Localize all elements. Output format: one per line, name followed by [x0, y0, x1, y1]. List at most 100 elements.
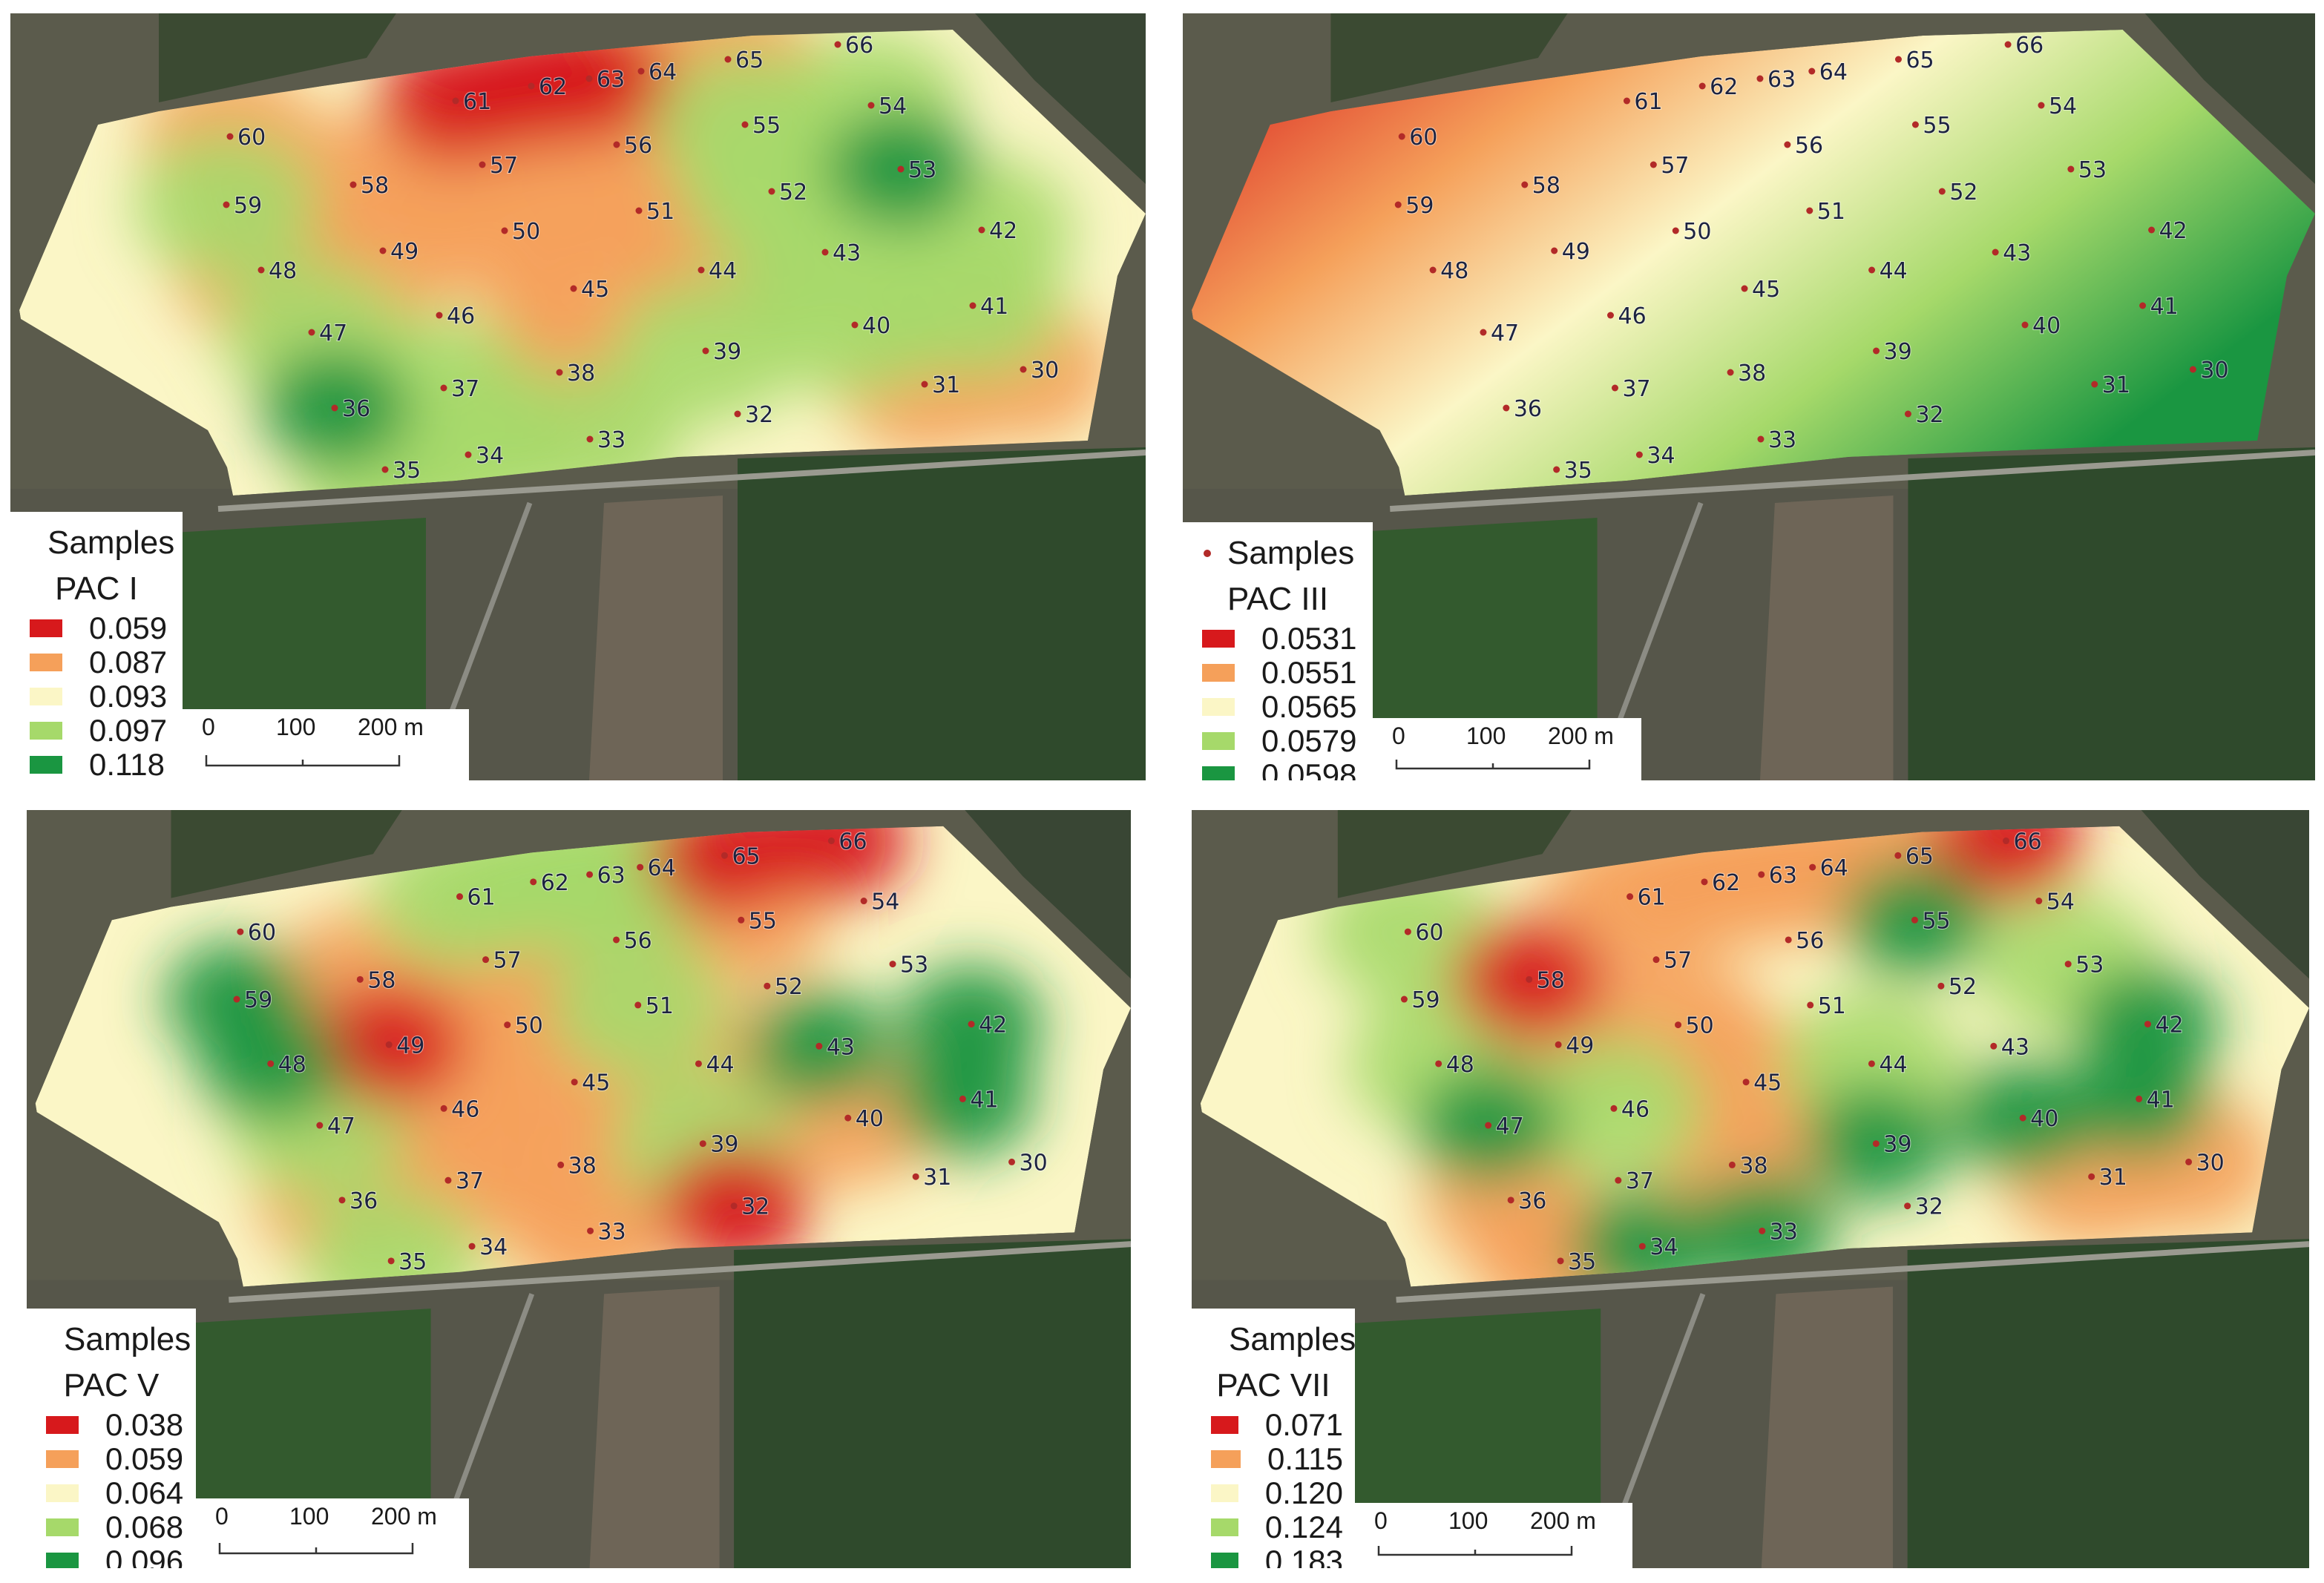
sample-label: 58 [361, 173, 389, 199]
sample-point: 50 [1675, 1013, 1715, 1040]
sample-label: 47 [327, 1113, 355, 1139]
sample-point: 34 [468, 1234, 508, 1261]
sample-dot [613, 141, 620, 148]
sample-dot [2148, 226, 2156, 234]
sample-label: 55 [1923, 113, 1951, 139]
sample-dot [587, 1227, 594, 1234]
sample-label: 49 [1566, 1033, 1594, 1059]
sample-label: 37 [1626, 1168, 1654, 1194]
sample-point: 54 [2038, 93, 2078, 120]
sample-point: 57 [479, 152, 519, 180]
sample-dot [1785, 936, 1792, 944]
sample-points: 30 31 32 33 34 35 36 37 38 39 40 41 42 43 44 45 46 47 48 49… [1400, 829, 2225, 1276]
sample-label: 31 [932, 372, 960, 398]
sample-dot [1911, 916, 1918, 924]
sample-dot [586, 435, 594, 443]
sample-dot [356, 975, 364, 983]
sample-dot [969, 302, 976, 309]
sample-label: 36 [342, 396, 370, 422]
sample-point: 59 [1400, 987, 1441, 1014]
sample-label: 63 [597, 67, 625, 93]
swatch-red [46, 1416, 79, 1434]
sample-dot [699, 1140, 706, 1148]
legend-samples-row: Samples [1195, 533, 1361, 574]
sample-dot [452, 97, 459, 105]
sample-point: 38 [1728, 1152, 1769, 1179]
sample-label: 43 [833, 240, 861, 266]
sample-label: 61 [467, 885, 496, 911]
sample-point: 58 [356, 967, 397, 994]
sample-point: 63 [1756, 66, 1796, 93]
sample-dot [730, 1202, 738, 1210]
sample-dot [1937, 982, 1945, 990]
legend-title: PAC III [1227, 581, 1329, 617]
sample-point: 43 [1992, 240, 2032, 267]
sample-point: 47 [1480, 320, 1520, 347]
sample-point: 58 [1526, 967, 1566, 994]
sample-point: 41 [2139, 293, 2179, 320]
sample-label: 52 [775, 974, 803, 1000]
sample-point: 47 [316, 1113, 356, 1140]
scale-tick-100: 100 [276, 714, 316, 740]
class-label: 0.068 [105, 1510, 184, 1544]
sample-point: 64 [637, 855, 677, 882]
sample-point: 40 [844, 1105, 884, 1133]
sample-label: 60 [1415, 920, 1443, 946]
sample-dot [1904, 410, 1911, 418]
sample-label: 46 [1618, 303, 1646, 329]
map-panel-pac-vii: 30 31 32 33 34 35 36 37 38 39 40 41 42 43 44 45 46 47 48 49… [1192, 810, 2309, 1568]
legend-class: 0.115 [1204, 1442, 1343, 1476]
legend-title: PAC I [55, 570, 138, 607]
sample-label: 46 [451, 1096, 479, 1122]
sample-dot [1873, 347, 1880, 355]
sample-dot [528, 82, 535, 90]
sample-label: 35 [393, 458, 421, 484]
sample-point: 52 [764, 973, 804, 1001]
map-panel-pac-i: 30 31 32 33 34 35 36 37 38 39 40 41 42 43 44 45 46 47 48 49… [10, 13, 1146, 780]
sample-point: 39 [1872, 1131, 1912, 1159]
sample-dot [1808, 68, 1816, 75]
sample-point: 31 [912, 1164, 952, 1191]
legend-class: 0.064 [39, 1476, 184, 1510]
legend-class: 0.096 [39, 1544, 184, 1568]
sample-point: 50 [501, 218, 541, 246]
sample-point: 66 [827, 829, 868, 856]
sample-dot [1555, 1041, 1562, 1048]
sample-point: 38 [1727, 360, 1767, 387]
sample-dot [1727, 369, 1734, 376]
sample-label: 49 [1562, 239, 1590, 265]
sample-point: 60 [237, 919, 277, 947]
sample-dot [1758, 871, 1765, 878]
sample-point: 52 [768, 179, 808, 206]
sample-dot [1615, 1176, 1622, 1184]
sample-dot [921, 381, 928, 388]
sample-point: 54 [2035, 889, 2075, 916]
sample-point: 40 [2019, 1105, 2059, 1133]
class-label: 0.059 [105, 1441, 184, 1476]
legend-class: 0.120 [1204, 1476, 1343, 1510]
sample-label: 35 [1564, 458, 1592, 484]
sample-dot [768, 188, 775, 195]
sample-label: 48 [269, 258, 297, 284]
sample-dot [1650, 161, 1657, 168]
class-label: 0.118 [89, 747, 165, 781]
sample-label: 54 [2046, 889, 2075, 915]
sample-dot [316, 1122, 324, 1129]
sample-label: 53 [908, 157, 936, 183]
sample-label: 57 [490, 153, 518, 179]
swatch-yellow [46, 1484, 79, 1502]
legend-samples-row: Samples [39, 1319, 191, 1360]
legend-class: 0.087 [22, 645, 171, 679]
legend-class: 0.068 [39, 1510, 184, 1544]
samples-label: Samples [47, 524, 175, 561]
sample-label: 51 [1818, 993, 1846, 1019]
scale-tick-0: 0 [215, 1503, 229, 1530]
sample-dot [968, 1021, 975, 1028]
sample-point: 64 [1809, 855, 1849, 882]
sample-label: 64 [1819, 59, 1848, 85]
sample-label: 60 [237, 125, 266, 151]
class-label: 0.124 [1264, 1510, 1343, 1544]
sample-point: 35 [381, 457, 421, 484]
class-label: 0.059 [89, 611, 168, 645]
sample-label: 35 [1568, 1249, 1596, 1275]
